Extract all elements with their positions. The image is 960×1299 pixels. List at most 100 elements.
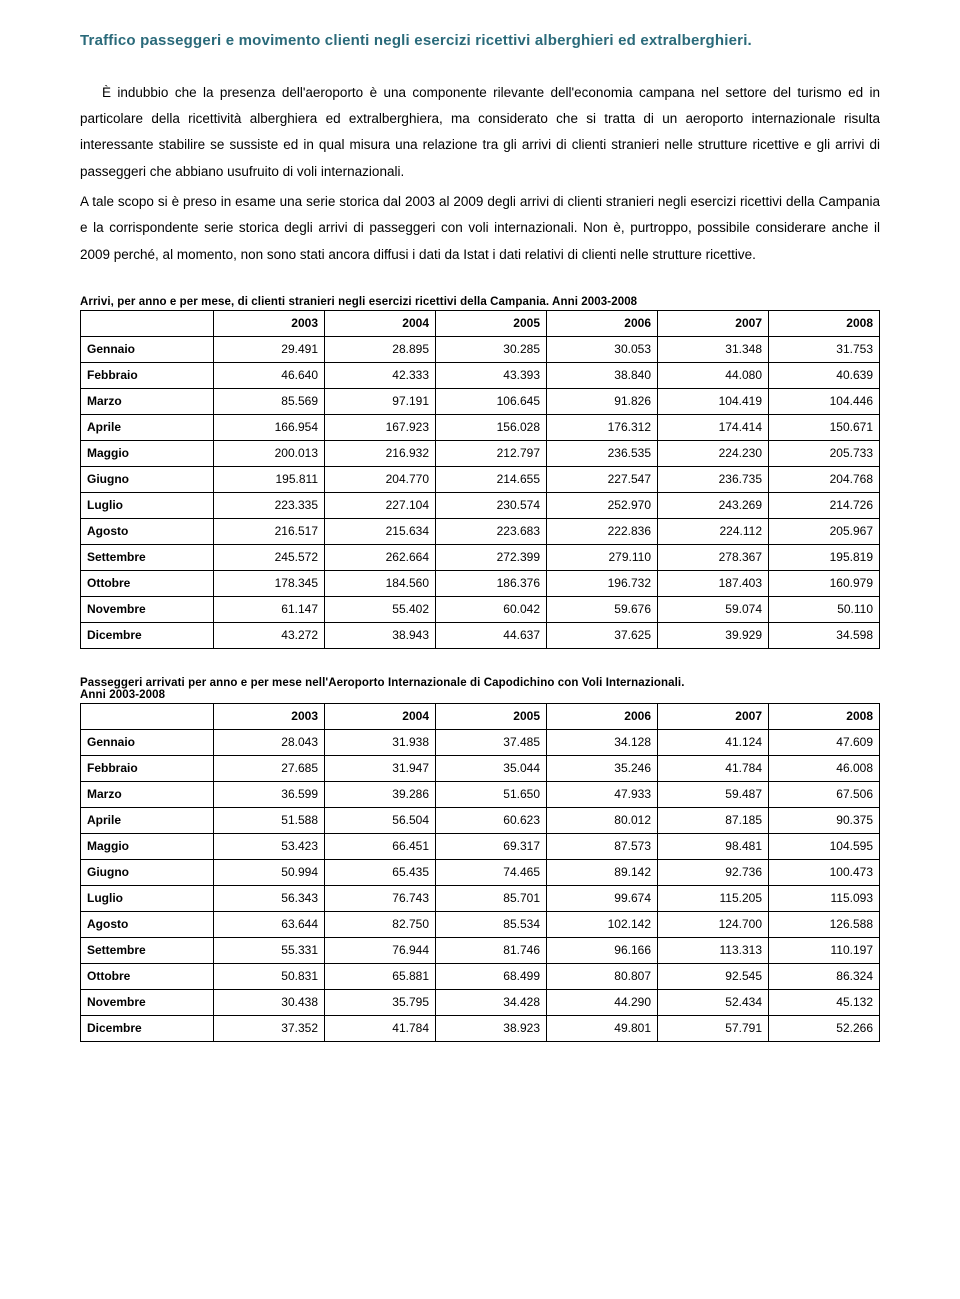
table1-cell: 156.028 [436,414,547,440]
table1-cell: 59.676 [547,596,658,622]
table1-cell: 196.732 [547,570,658,596]
table2-row-label: Dicembre [81,1015,214,1041]
table2-cell: 113.313 [658,937,769,963]
table2-cell: 47.609 [769,729,880,755]
table2-row-label: Luglio [81,885,214,911]
table2-cell: 110.197 [769,937,880,963]
table2-cell: 96.166 [547,937,658,963]
table2-cell: 37.352 [214,1015,325,1041]
table2-body: Gennaio28.04331.93837.48534.12841.12447.… [81,729,880,1041]
table1-row-label: Agosto [81,518,214,544]
table-row: Aprile51.58856.50460.62380.01287.18590.3… [81,807,880,833]
table2-caption-line1: Passeggeri arrivati per anno e per mese … [80,677,685,689]
table1-cell: 227.104 [325,492,436,518]
table-row: Novembre30.43835.79534.42844.29052.43445… [81,989,880,1015]
table2-cell: 65.435 [325,859,436,885]
table1-row-label: Settembre [81,544,214,570]
table2-cell: 31.947 [325,755,436,781]
table1-cell: 186.376 [436,570,547,596]
table2-cell: 92.736 [658,859,769,885]
table-row: Gennaio28.04331.93837.48534.12841.12447.… [81,729,880,755]
table2-head: 2003 2004 2005 2006 2007 2008 [81,703,880,729]
table1-row-label: Ottobre [81,570,214,596]
table2-cell: 124.700 [658,911,769,937]
table2-cell: 76.944 [325,937,436,963]
table1-cell: 224.112 [658,518,769,544]
table2-cell: 67.506 [769,781,880,807]
table-row: Marzo85.56997.191106.64591.826104.419104… [81,388,880,414]
table2-row-label: Febbraio [81,755,214,781]
table2-cell: 80.807 [547,963,658,989]
paragraph-2: A tale scopo si è preso in esame una ser… [80,189,880,268]
page-title: Traffico passeggeri e movimento clienti … [80,30,880,52]
table1-cell: 212.797 [436,440,547,466]
table2-cell: 56.504 [325,807,436,833]
table1-col-2008: 2008 [769,310,880,336]
table2-cell: 86.324 [769,963,880,989]
table2-cell: 66.451 [325,833,436,859]
table2-caption-line2: Anni 2003-2008 [80,689,880,701]
table2-blank-header [81,703,214,729]
table2-row-label: Novembre [81,989,214,1015]
table1-head: 2003 2004 2005 2006 2007 2008 [81,310,880,336]
table2-row-label: Ottobre [81,963,214,989]
table1-cell: 216.932 [325,440,436,466]
table2-header-row: 2003 2004 2005 2006 2007 2008 [81,703,880,729]
table2-row-label: Settembre [81,937,214,963]
table1-cell: 37.625 [547,622,658,648]
table2-cell: 30.438 [214,989,325,1015]
table2-row-label: Aprile [81,807,214,833]
table2-cell: 52.266 [769,1015,880,1041]
table1-cell: 245.572 [214,544,325,570]
table-passeggeri-aeroporto: 2003 2004 2005 2006 2007 2008 Gennaio28.… [80,703,880,1042]
table2-col-2005: 2005 [436,703,547,729]
table1-cell: 30.053 [547,336,658,362]
table2-col-2003: 2003 [214,703,325,729]
table1-cell: 160.979 [769,570,880,596]
table-row: Ottobre50.83165.88168.49980.80792.54586.… [81,963,880,989]
table1-cell: 166.954 [214,414,325,440]
table1-cell: 279.110 [547,544,658,570]
table2-cell: 35.246 [547,755,658,781]
table2-col-2004: 2004 [325,703,436,729]
table2-cell: 46.008 [769,755,880,781]
table2-row-label: Gennaio [81,729,214,755]
table1-cell: 150.671 [769,414,880,440]
table2-cell: 80.012 [547,807,658,833]
table1-cell: 31.348 [658,336,769,362]
table1-cell: 85.569 [214,388,325,414]
table2-cell: 39.286 [325,781,436,807]
table2-cell: 59.487 [658,781,769,807]
table2-cell: 38.923 [436,1015,547,1041]
table1-col-2003: 2003 [214,310,325,336]
table1-cell: 59.074 [658,596,769,622]
table1-cell: 55.402 [325,596,436,622]
table1-cell: 227.547 [547,466,658,492]
table1-cell: 44.637 [436,622,547,648]
table1-cell: 167.923 [325,414,436,440]
table1-body: Gennaio29.49128.89530.28530.05331.34831.… [81,336,880,648]
table2-cell: 60.623 [436,807,547,833]
table1-col-2004: 2004 [325,310,436,336]
paragraph-1: È indubbio che la presenza dell'aeroport… [80,80,880,185]
table-row: Dicembre43.27238.94344.63737.62539.92934… [81,622,880,648]
table2-cell: 31.938 [325,729,436,755]
table1-cell: 214.726 [769,492,880,518]
table1-col-2007: 2007 [658,310,769,336]
table2-cell: 126.588 [769,911,880,937]
table-row: Maggio53.42366.45169.31787.57398.481104.… [81,833,880,859]
table-row: Maggio200.013216.932212.797236.535224.23… [81,440,880,466]
table1-cell: 104.419 [658,388,769,414]
page-container: Traffico passeggeri e movimento clienti … [40,0,920,1072]
table1-row-label: Aprile [81,414,214,440]
table1-cell: 178.345 [214,570,325,596]
table1-cell: 222.836 [547,518,658,544]
table-row: Marzo36.59939.28651.65047.93359.48767.50… [81,781,880,807]
table2-cell: 44.290 [547,989,658,1015]
table1-cell: 97.191 [325,388,436,414]
table1-cell: 104.446 [769,388,880,414]
table2-cell: 47.933 [547,781,658,807]
table2-cell: 63.644 [214,911,325,937]
table2-cell: 100.473 [769,859,880,885]
table2-cell: 56.343 [214,885,325,911]
